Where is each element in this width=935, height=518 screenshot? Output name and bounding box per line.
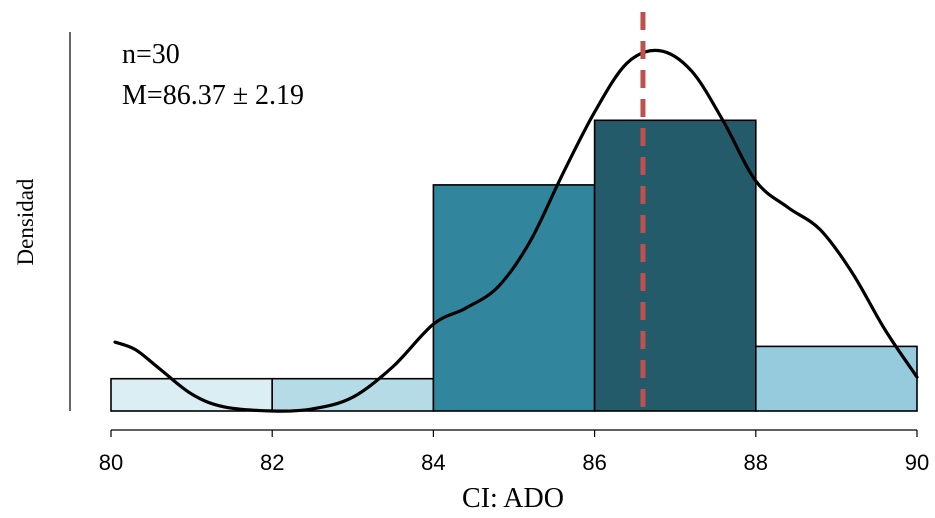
density-curve [113,48,919,413]
x-axis-label: CI: ADO [462,483,564,514]
sample-size-annotation: n=30 [122,39,180,70]
x-tick-label: 90 [905,450,929,475]
x-tick-label: 88 [744,450,768,475]
y-axis-label: Densidad [13,178,38,265]
x-tick-label: 82 [260,450,284,475]
x-tick-label: 86 [582,450,606,475]
histogram-bar-5 [754,345,918,412]
histogram-bar-4 [593,119,757,412]
histogram-bar-3 [432,184,596,412]
x-ticks-layer: 80 82 84 86 88 90 [99,430,929,475]
bars-layer [110,119,918,412]
x-tick-label: 84 [421,450,445,475]
mean-annotation: M=86.37 ± 2.19 [122,80,304,111]
histogram-bar-2 [271,377,435,412]
x-tick-label: 80 [99,450,123,475]
